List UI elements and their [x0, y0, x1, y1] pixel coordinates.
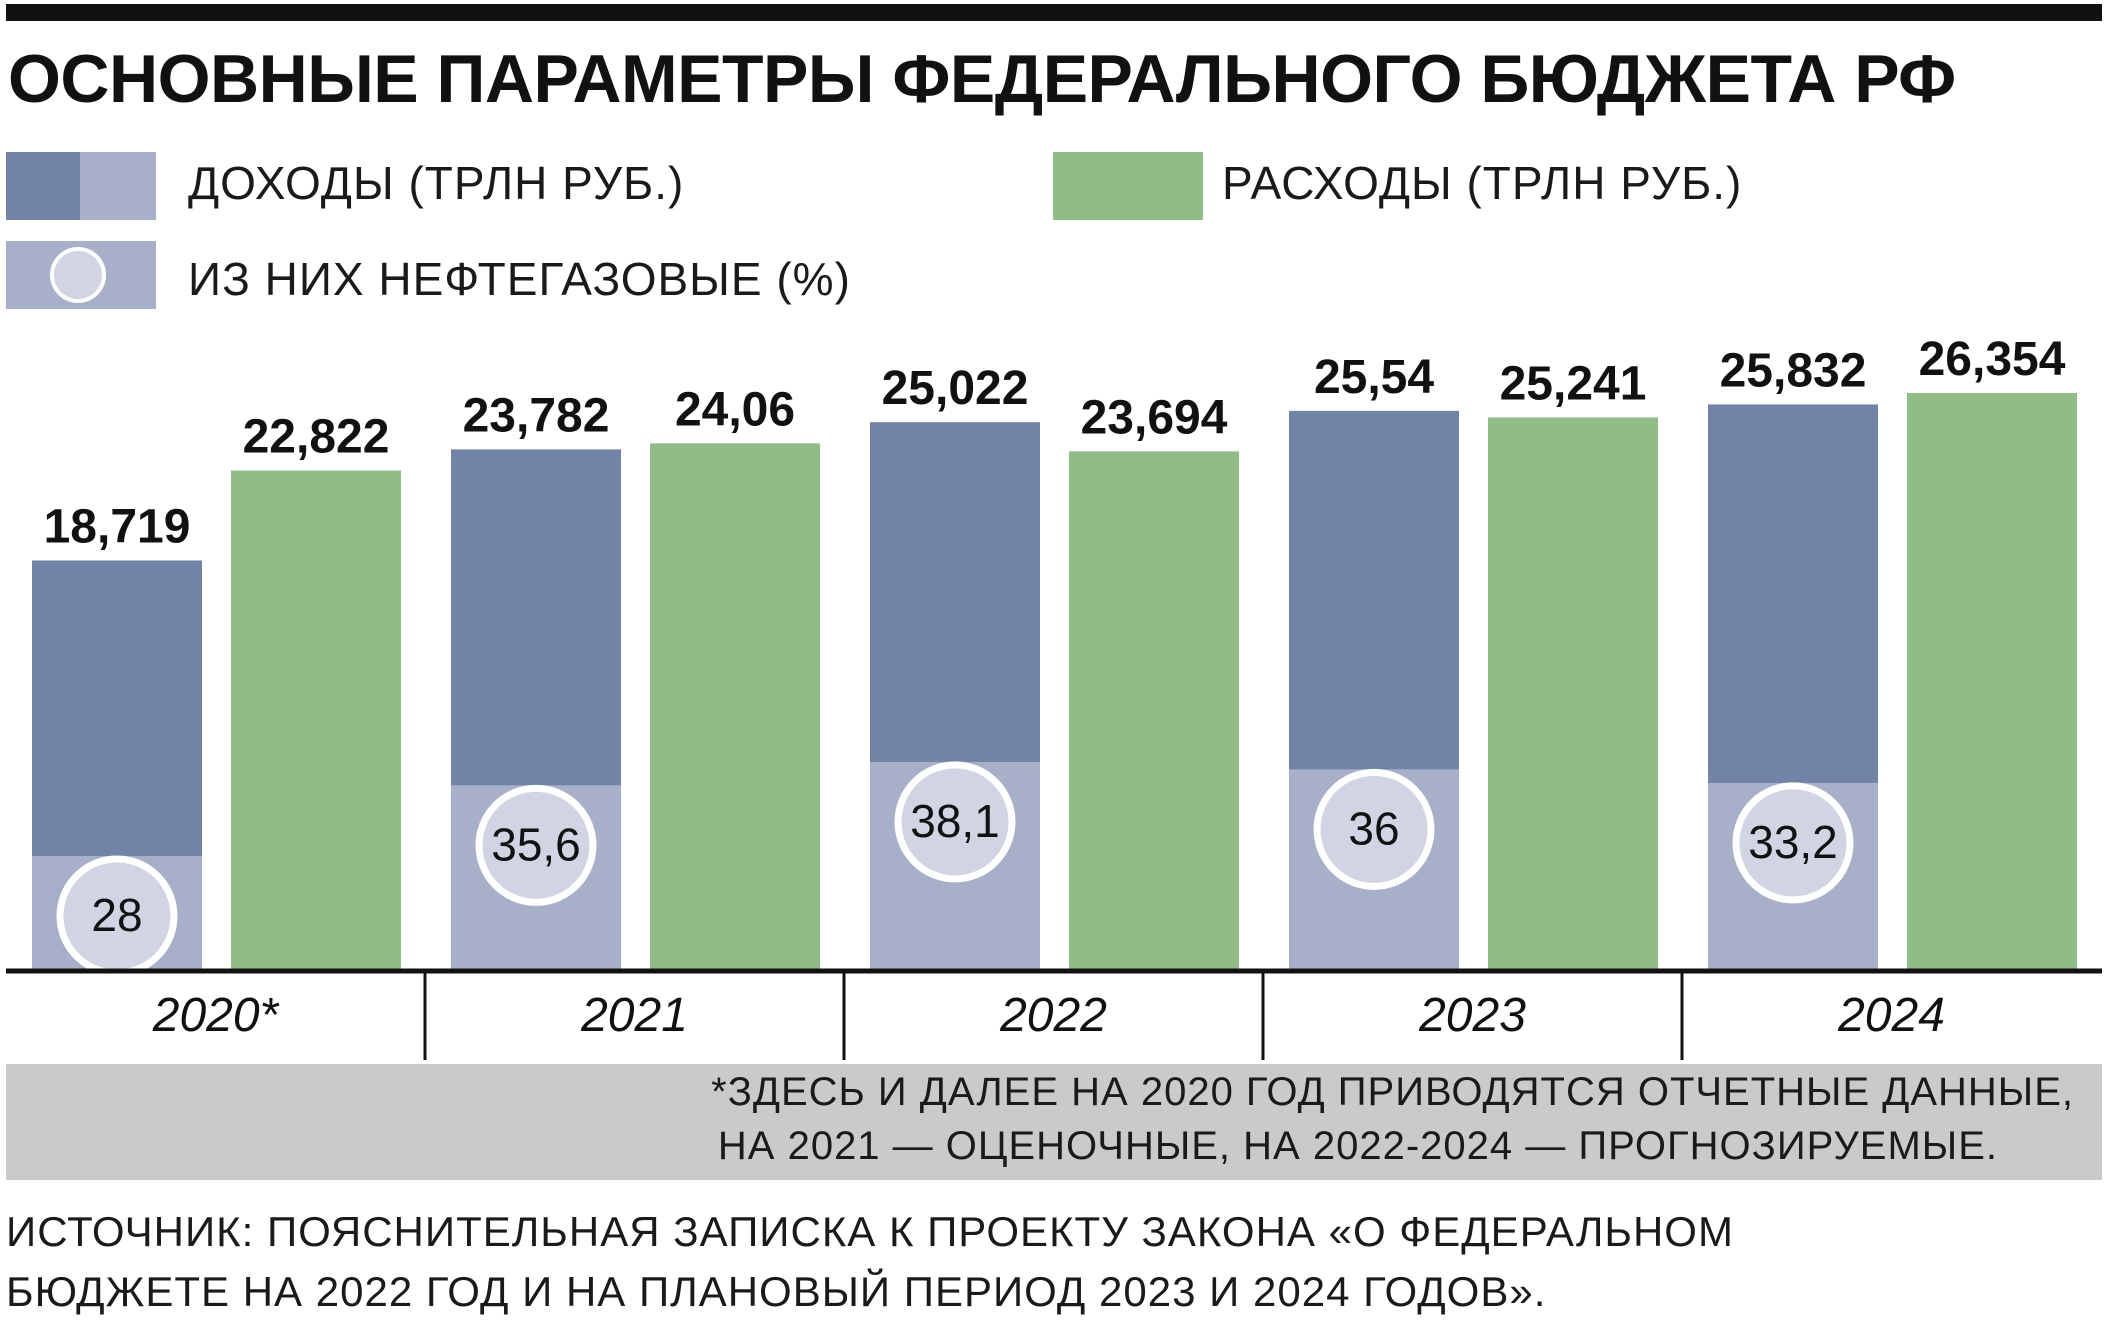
- expenses-bar: [650, 443, 820, 971]
- expenses-label: 23,694: [1081, 391, 1228, 444]
- expenses-label: 22,822: [243, 410, 390, 463]
- legend-label-oil-gas: ИЗ НИХ НЕФТЕГАЗОВЫЕ (%): [188, 253, 851, 305]
- revenue-label: 23,782: [463, 389, 610, 442]
- bar-chart: 28 18,719 22,822 2020* 35,6 23,782 24,06 2021 38…: [6, 333, 2102, 1060]
- legend-circle-icon: [50, 247, 106, 303]
- expenses-bar: [1488, 417, 1658, 971]
- expenses-bar: [231, 470, 401, 971]
- footnote-line-2: НА 2021 — ОЦЕНОЧНЫЕ, НА 2022-2024 — ПРОГ…: [717, 1124, 1998, 1168]
- oil-gas-label: 28: [91, 889, 142, 941]
- revenue-label: 25,022: [882, 362, 1029, 415]
- footnote-line-1: *ЗДЕСЬ И ДАЛЕЕ НА 2020 ГОД ПРИВОДЯТСЯ ОТ…: [711, 1070, 2074, 1114]
- expenses-label: 24,06: [675, 383, 795, 436]
- year-label: 2024: [1837, 989, 1945, 1042]
- expenses-bar: [1907, 393, 2077, 971]
- revenue-label: 25,832: [1720, 344, 1867, 397]
- oil-gas-circle: [1732, 782, 1854, 904]
- top-rule: [6, 4, 2102, 21]
- year-label: 2023: [1418, 989, 1526, 1042]
- oil-gas-circle: [1313, 768, 1435, 890]
- footnote-band: [6, 1064, 2102, 1180]
- oil-gas-label: 36: [1348, 802, 1399, 854]
- year-label: 2020*: [152, 989, 280, 1042]
- oil-gas-label: 38,1: [910, 795, 1000, 847]
- oil-gas-circle: [894, 761, 1016, 883]
- legend-swatch-oil-gas: [6, 241, 156, 309]
- legend-label-expenses: РАСХОДЫ (ТРЛН РУБ.): [1222, 157, 1743, 209]
- legend-swatch-revenue: [6, 152, 156, 220]
- year-label: 2021: [580, 989, 688, 1042]
- expenses-label: 26,354: [1919, 333, 2066, 386]
- expenses-bar: [1069, 451, 1239, 971]
- expenses-label: 25,241: [1500, 357, 1647, 410]
- oil-gas-label: 35,6: [491, 818, 581, 870]
- chart-title: ОСНОВНЫЕ ПАРАМЕТРЫ ФЕДЕРАЛЬНОГО БЮДЖЕТА …: [8, 41, 1956, 117]
- source-line-1: ИСТОЧНИК: ПОЯСНИТЕЛЬНАЯ ЗАПИСКА К ПРОЕКТ…: [6, 1208, 1734, 1255]
- source-line-2: БЮДЖЕТЕ НА 2022 ГОД И НА ПЛАНОВЫЙ ПЕРИОД…: [6, 1268, 1547, 1315]
- revenue-label: 25,54: [1314, 351, 1434, 404]
- legend-swatch-expenses: [1053, 152, 1203, 220]
- revenue-label: 18,719: [44, 500, 191, 553]
- legend-label-revenue: ДОХОДЫ (ТРЛН РУБ.): [188, 157, 685, 209]
- year-label: 2022: [999, 989, 1107, 1042]
- oil-gas-circle: [475, 784, 597, 906]
- oil-gas-label: 33,2: [1748, 816, 1838, 868]
